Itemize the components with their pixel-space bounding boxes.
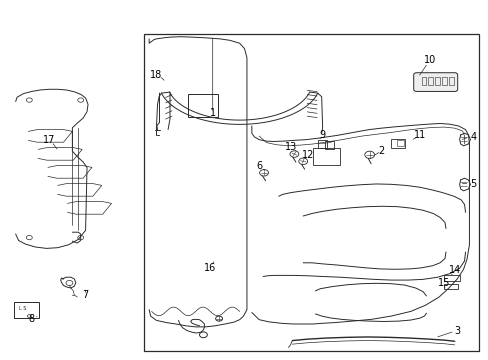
FancyBboxPatch shape: [413, 73, 457, 91]
Text: 1: 1: [209, 108, 215, 118]
Text: 18: 18: [150, 70, 163, 80]
Bar: [390, 139, 404, 148]
Text: 17: 17: [42, 135, 55, 145]
Bar: [144, 34, 478, 351]
Bar: [441, 77, 446, 85]
Bar: [443, 284, 457, 289]
Bar: [312, 148, 339, 165]
Text: 4: 4: [469, 132, 475, 142]
Text: 3: 3: [453, 326, 459, 336]
Bar: [188, 94, 217, 117]
Text: 7: 7: [82, 290, 88, 300]
Text: 2: 2: [378, 146, 384, 156]
Text: 16: 16: [203, 263, 216, 273]
Text: 11: 11: [413, 130, 426, 140]
Bar: [427, 77, 432, 85]
Text: 5: 5: [469, 179, 475, 189]
Text: 15: 15: [437, 278, 449, 288]
Bar: [325, 141, 333, 149]
Bar: [434, 77, 439, 85]
Text: L S: L S: [19, 306, 26, 311]
Bar: [443, 275, 459, 281]
Text: 13: 13: [284, 142, 297, 152]
Bar: [14, 302, 39, 318]
Bar: [396, 140, 404, 146]
Text: 12: 12: [301, 150, 314, 160]
Bar: [448, 77, 453, 85]
Bar: [317, 140, 326, 148]
Bar: [421, 77, 426, 85]
Text: 6: 6: [256, 161, 262, 171]
Text: 8: 8: [29, 314, 35, 324]
Text: 10: 10: [423, 55, 436, 66]
Text: 14: 14: [447, 265, 460, 275]
Text: 9: 9: [319, 130, 325, 140]
